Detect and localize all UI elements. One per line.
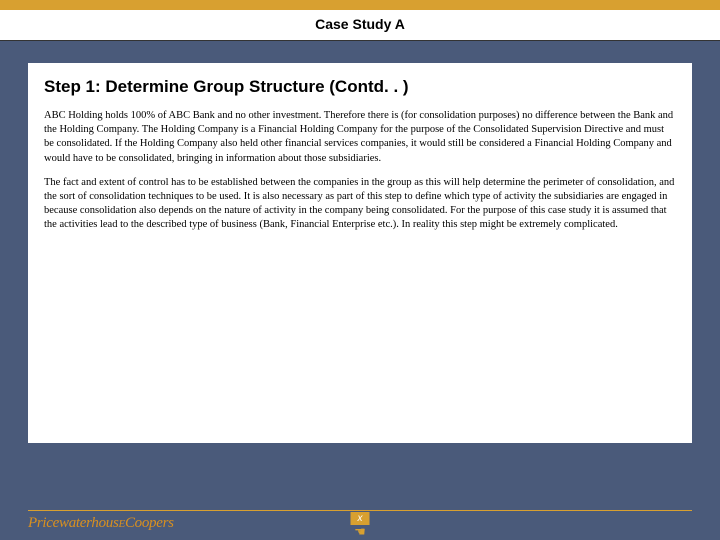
body-paragraph: The fact and extent of control has to be… [44, 176, 676, 233]
content-card: Step 1: Determine Group Structure (Contd… [28, 63, 692, 443]
body-paragraph: ABC Holding holds 100% of ABC Bank and n… [44, 109, 676, 166]
title-band: Case Study A [0, 10, 720, 41]
accent-top-bar [0, 0, 720, 10]
page-marker: x ☚ [351, 508, 370, 538]
footer: x ☚ PricewaterhouseCoopers [0, 510, 720, 540]
pwc-logo: PricewaterhouseCoopers [28, 515, 174, 532]
slide-title: Case Study A [315, 16, 405, 32]
leaf-icon: ☚ [351, 525, 370, 538]
step-heading: Step 1: Determine Group Structure (Contd… [44, 77, 676, 97]
